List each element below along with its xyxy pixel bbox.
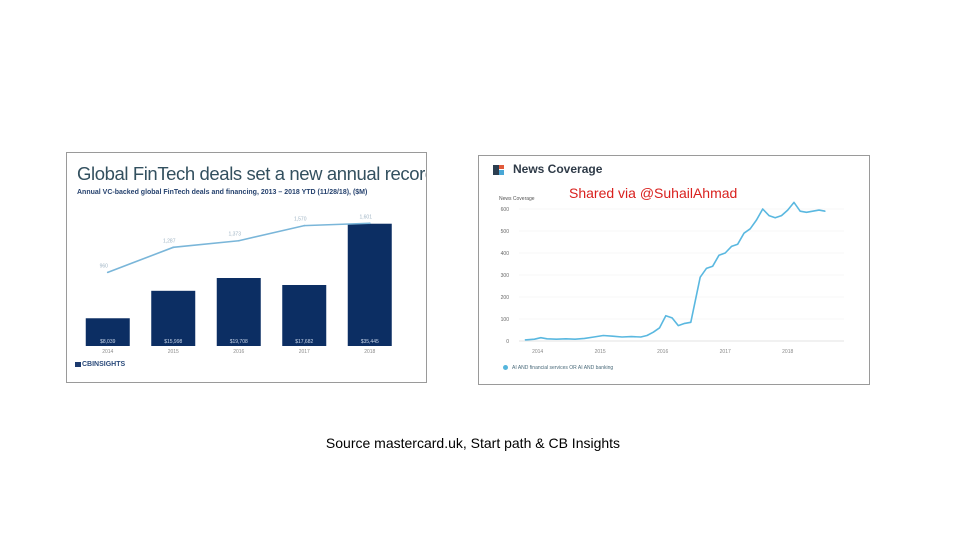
legend-label: AI AND financial services OR AI AND bank… <box>512 365 614 371</box>
deals-line-point <box>237 239 240 242</box>
bar-value-label: $8,039 <box>100 339 116 345</box>
x-tick-label: 2018 <box>782 349 793 355</box>
fintech-bar-line-chart: $8,039 2014 960 $15,998 2015 1,287 $19,708 2016… <box>85 214 392 355</box>
news-coverage-point <box>540 337 542 339</box>
news-coverage-point <box>762 208 764 210</box>
news-coverage-legend: AI AND financial services OR AI AND bank… <box>503 365 613 371</box>
news-coverage-point <box>705 267 707 269</box>
chart-subtitle: Annual VC-backed global FinTech deals an… <box>77 189 368 196</box>
news-coverage-point <box>593 336 595 338</box>
news-coverage-point <box>690 321 692 323</box>
x-tick-label: 2017 <box>720 349 731 355</box>
news-coverage-point <box>749 228 751 230</box>
legend-dot-icon <box>503 365 508 371</box>
news-coverage-point <box>781 215 782 217</box>
news-coverage-point <box>546 338 548 340</box>
x-tick-label: 2014 <box>532 349 543 355</box>
deals-line-point <box>368 222 371 225</box>
x-tick-label: 2017 <box>299 349 310 355</box>
news-coverage-point <box>774 217 776 219</box>
bar-value-label: $19,708 <box>230 339 248 345</box>
cb-insights-logo: CBINSIGHTS <box>75 361 125 368</box>
line-value-label: 960 <box>100 263 109 269</box>
news-coverage-point <box>712 265 714 267</box>
news-coverage-point <box>684 322 686 324</box>
news-coverage-point <box>630 336 632 338</box>
x-tick-label: 2018 <box>364 349 375 355</box>
news-coverage-point <box>787 209 789 211</box>
chart-title: Global FinTech deals set a new annual re… <box>77 163 426 184</box>
y-tick-label: 400 <box>501 251 510 257</box>
news-coverage-point <box>646 335 648 336</box>
y-tick-label: 300 <box>501 273 510 279</box>
fintech-deals-chart-panel: Global FinTech deals set a new annual re… <box>66 152 427 383</box>
news-coverage-point <box>640 336 642 338</box>
news-coverage-point <box>768 215 770 217</box>
y-tick-label: 200 <box>501 295 510 301</box>
y-tick-label: 600 <box>501 207 510 213</box>
deals-line-point <box>303 224 306 227</box>
x-tick-label: 2015 <box>595 349 606 355</box>
line-value-label: 1,570 <box>294 217 307 223</box>
x-tick-label: 2014 <box>102 349 113 355</box>
deals-line-point <box>172 246 175 249</box>
line-value-label: 1,287 <box>163 238 176 244</box>
news-coverage-point <box>584 337 585 339</box>
news-coverage-point <box>612 335 614 337</box>
news-coverage-point <box>699 276 701 278</box>
news-coverage-point <box>534 338 535 340</box>
news-coverage-point <box>555 338 557 340</box>
news-coverage-point <box>718 254 720 256</box>
x-tick-label: 2015 <box>168 349 179 355</box>
y-tick-label: 500 <box>501 229 510 235</box>
news-coverage-point <box>731 245 732 247</box>
news-coverage-point <box>524 339 526 341</box>
news-coverage-line-chart: 0 100 200 300 400 500 600 2014 2015 2016 2017 2018 <box>501 201 844 355</box>
line-value-label: 1,601 <box>359 214 372 220</box>
news-coverage-point <box>812 210 814 212</box>
bar-2018 <box>347 223 392 346</box>
news-coverage-point <box>806 211 807 213</box>
source-caption: Source mastercard.uk, Start path & CB In… <box>325 435 621 451</box>
bar-value-label: $35,445 <box>361 339 379 345</box>
news-coverage-point <box>621 336 623 338</box>
news-coverage-title: News Coverage <box>513 162 603 176</box>
news-coverage-point <box>659 327 661 329</box>
x-tick-label: 2016 <box>657 349 668 355</box>
line-value-label: 1,373 <box>228 232 241 238</box>
deals-line <box>107 222 370 274</box>
news-coverage-y-axis-label: News Coverage <box>499 196 535 202</box>
news-coverage-point <box>724 252 726 254</box>
news-coverage-point <box>756 219 757 221</box>
news-coverage-point <box>677 325 679 327</box>
news-coverage-point <box>602 335 604 336</box>
news-coverage-chart-panel: News Coverage News Coverage 0 100 200 300 40… <box>478 155 870 385</box>
news-coverage-point <box>574 338 576 340</box>
shared-via-overlay: Shared via @SuhailAhmad <box>569 185 738 201</box>
news-coverage-point <box>652 331 654 333</box>
x-tick-label: 2016 <box>233 349 244 355</box>
bar-2016 <box>216 278 261 346</box>
bar-2017 <box>282 284 327 346</box>
bar-value-label: $17,682 <box>295 339 313 345</box>
bar-2015 <box>151 290 196 346</box>
news-coverage-point <box>799 210 801 212</box>
news-coverage-point <box>818 209 820 211</box>
news-coverage-point <box>565 338 567 340</box>
news-coverage-point <box>793 201 795 203</box>
news-coverage-logo-icon <box>493 165 505 175</box>
deals-line-point <box>106 271 109 274</box>
y-tick-label: 100 <box>501 317 510 323</box>
news-coverage-point <box>671 317 673 319</box>
news-coverage-point <box>743 232 745 234</box>
bar-2014 <box>85 318 130 346</box>
news-coverage-point <box>665 315 667 317</box>
y-tick-label: 0 <box>506 339 509 345</box>
news-coverage-point <box>737 243 739 245</box>
bar-value-label: $15,998 <box>164 339 182 345</box>
news-coverage-point <box>824 210 826 212</box>
